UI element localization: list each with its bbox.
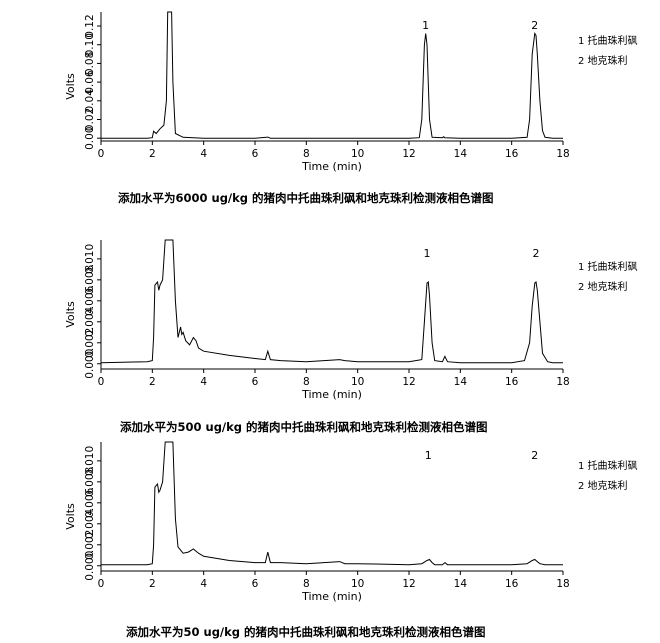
x-tick-label: 2	[149, 376, 156, 388]
x-tick-label: 0	[98, 148, 105, 160]
peak-label: 1	[425, 449, 432, 462]
legend-entry-2: 2 地克珠利	[578, 282, 628, 293]
y-tick-label: 0.004	[84, 508, 96, 538]
x-tick-label: 8	[303, 376, 310, 388]
x-tick-label: 14	[454, 148, 468, 160]
x-tick-label: 18	[556, 578, 569, 590]
x-tick-label: 12	[402, 578, 415, 590]
x-tick-label: 8	[303, 148, 310, 160]
y-tick-label: 0.010	[84, 446, 96, 476]
panel-1-caption: 添加水平为6000 ug/kg 的猪肉中托曲珠利砜和地克珠利检测液相色谱图	[118, 191, 494, 205]
y-tick-label: 0.004	[84, 306, 96, 336]
y-tick-label: 0.008	[84, 467, 96, 497]
panel-3-caption: 添加水平为50 ug/kg 的猪肉中托曲珠利砜和地克珠利检测液相色谱图	[126, 625, 486, 639]
chromatogram-trace	[101, 11, 563, 139]
y-axis-title: Volts	[64, 73, 77, 100]
y-tick-label: 0.00	[84, 127, 96, 150]
panel-3-legend: 1 托曲珠利砜 2 地克珠利	[578, 460, 638, 500]
x-axis-title: Time (min)	[301, 590, 362, 603]
panel-2-legend: 1 托曲珠利砜 2 地克珠利	[578, 261, 638, 301]
x-axis-title: Time (min)	[301, 160, 362, 173]
panel-1-legend: 1 托曲珠利砜 2 地克珠利	[578, 35, 638, 75]
y-tick-label: 0.000	[84, 349, 96, 379]
y-tick-label: 0.08	[84, 52, 96, 75]
chart-panel-3: 0 2 4 6 8 10 12 14 16 180.0000.0020.0040.0060.008…	[64, 441, 570, 603]
peak-label: 1	[422, 19, 429, 32]
x-tick-label: 4	[200, 148, 207, 160]
y-tick-label: 0.12	[84, 14, 96, 37]
x-tick-label: 4	[200, 578, 207, 590]
x-tick-label: 2	[149, 578, 156, 590]
peak-label: 2	[531, 449, 538, 462]
legend-entry-2: 2 地克珠利	[578, 481, 628, 492]
y-axis-title: Volts	[64, 301, 77, 328]
x-tick-label: 10	[351, 376, 364, 388]
x-tick-label: 12	[402, 376, 415, 388]
legend-entry-1: 1 托曲珠利砜	[578, 461, 638, 472]
y-tick-label: 0.002	[84, 328, 96, 358]
x-tick-label: 0	[98, 578, 105, 590]
x-tick-label: 4	[200, 376, 207, 388]
x-tick-label: 16	[505, 148, 519, 160]
x-tick-label: 2	[149, 148, 156, 160]
x-tick-label: 14	[454, 578, 468, 590]
y-tick-label: 0.008	[84, 265, 96, 295]
peak-label: 1	[423, 247, 430, 260]
y-tick-label: 0.006	[84, 285, 96, 315]
chart-panel-1: 0 2 4 6 8 10 12 14 16 180.000.020.040.060.080.100…	[64, 11, 570, 173]
x-tick-label: 16	[505, 376, 519, 388]
x-axis-title: Time (min)	[301, 388, 362, 401]
x-tick-label: 6	[252, 578, 259, 590]
x-tick-label: 10	[351, 578, 364, 590]
y-axis-title: Volts	[64, 503, 77, 530]
y-tick-label: 0.002	[84, 530, 96, 560]
x-tick-label: 8	[303, 578, 310, 590]
y-tick-label: 0.06	[84, 70, 96, 94]
x-tick-label: 18	[556, 148, 569, 160]
x-tick-label: 18	[556, 376, 569, 388]
legend-entry-1: 1 托曲珠利砜	[578, 36, 638, 47]
x-tick-label: 12	[402, 148, 415, 160]
peak-label: 2	[531, 19, 538, 32]
x-tick-label: 14	[454, 376, 468, 388]
x-tick-label: 6	[252, 376, 259, 388]
legend-entry-1: 1 托曲珠利砜	[578, 262, 638, 273]
x-tick-label: 6	[252, 148, 259, 160]
chromatogram-trace	[101, 441, 563, 566]
panel-2-caption: 添加水平为500 ug/kg 的猪肉中托曲珠利砜和地克珠利检测液相色谱图	[120, 420, 488, 434]
y-tick-label: 0.000	[84, 551, 96, 581]
y-tick-label: 0.10	[84, 33, 96, 56]
chart-panel-2: 0 2 4 6 8 10 12 14 16 180.0000.0020.0040.0060.008…	[64, 239, 570, 401]
x-tick-label: 16	[505, 578, 519, 590]
chromatogram-trace	[100, 239, 563, 364]
y-tick-label: 0.02	[84, 108, 96, 131]
y-tick-label: 0.006	[84, 487, 96, 517]
peak-label: 2	[533, 247, 540, 260]
legend-entry-2: 2 地克珠利	[578, 56, 628, 67]
y-tick-label: 0.010	[84, 244, 96, 274]
x-tick-label: 10	[351, 148, 364, 160]
y-tick-label: 0.04	[84, 89, 96, 113]
x-tick-label: 0	[98, 376, 105, 388]
